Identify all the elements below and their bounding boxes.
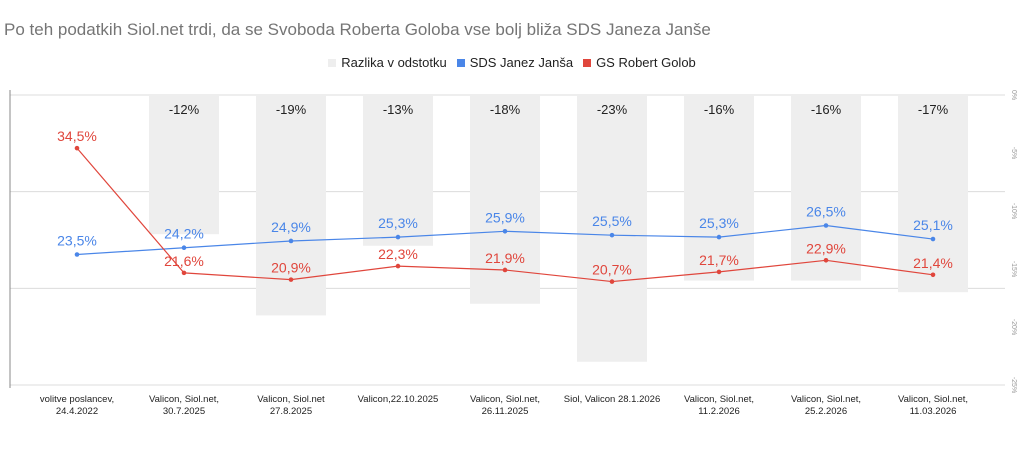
point-data-label: 25,3%: [699, 215, 739, 231]
x-axis-tick-label: 24.4.2022: [56, 406, 98, 417]
x-axis-tick-label: Valicon,22.10.2025: [358, 394, 439, 405]
right-axis-tick-label: -5%: [1010, 147, 1017, 159]
bar: [898, 95, 968, 293]
x-axis-tick-label: Valicon, Siol.net,: [898, 394, 968, 405]
bar-data-label: -17%: [918, 102, 949, 117]
x-axis-tick-label: 27.8.2025: [270, 406, 312, 417]
data-point: [823, 223, 829, 228]
bar-data-label: -12%: [169, 102, 200, 117]
point-data-label: 23,5%: [57, 233, 97, 249]
legend-item: GS Robert Golob: [583, 55, 696, 70]
right-axis-tick-label: -25%: [1010, 377, 1017, 393]
data-point: [181, 270, 187, 276]
legend-swatch: [583, 58, 592, 67]
point-data-label: 24,9%: [271, 219, 311, 235]
bar: [791, 95, 861, 281]
right-axis-tick-label: -10%: [1010, 203, 1017, 219]
data-point: [288, 238, 294, 244]
x-axis-tick-label: Valicon, Siol.net,: [791, 394, 861, 405]
data-point: [502, 267, 508, 273]
x-axis-tick-label: Valicon, Siol.net,: [470, 394, 540, 405]
point-data-label: 22,9%: [806, 240, 846, 256]
legend-item: SDS Janez Janša: [456, 55, 574, 70]
data-point: [930, 236, 936, 242]
legend-item: Razlika v odstotku: [328, 55, 447, 70]
point-data-label: 34,5%: [57, 128, 97, 144]
right-axis-tick-label: -15%: [1010, 261, 1017, 277]
point-data-label: 25,5%: [592, 213, 632, 229]
bar-data-label: -23%: [597, 102, 628, 117]
data-point: [288, 277, 294, 282]
legend-swatch: [456, 58, 465, 67]
point-data-label: 21,9%: [485, 250, 525, 266]
x-axis-tick-label: Valicon, Siol.net,: [149, 394, 219, 405]
data-point: [181, 245, 187, 251]
bar: [363, 95, 433, 246]
bar: [256, 95, 326, 316]
point-data-label: 22,3%: [378, 246, 418, 262]
point-data-label: 21,6%: [164, 253, 204, 269]
legend-label: SDS Janez Janša: [469, 55, 574, 70]
point-data-label: 20,7%: [592, 262, 632, 278]
bar-data-label: -18%: [490, 102, 521, 117]
point-data-label: 25,1%: [913, 217, 953, 233]
data-point: [930, 272, 936, 278]
x-axis-tick-label: Siol, Valicon 28.1.2026: [564, 394, 660, 405]
point-data-label: 21,4%: [913, 255, 953, 271]
x-axis-tick-label: Valicon, Siol.net: [257, 394, 325, 405]
point-data-label: 24,2%: [164, 226, 204, 242]
bar-data-label: -19%: [276, 102, 307, 117]
point-data-label: 21,7%: [699, 252, 739, 268]
point-data-label: 20,9%: [271, 260, 311, 276]
right-axis-tick-label: -20%: [1010, 319, 1017, 335]
bar-data-label: -13%: [383, 102, 414, 117]
data-point: [716, 234, 722, 240]
data-point: [609, 279, 615, 284]
legend-swatch: [328, 58, 337, 67]
x-axis-tick-label: 30.7.2025: [163, 406, 205, 417]
data-point: [74, 252, 80, 257]
legend-label: Razlika v odstotku: [341, 55, 447, 70]
right-axis-tick-label: 0%: [1010, 90, 1017, 100]
point-data-label: 25,3%: [378, 215, 418, 231]
data-point: [823, 258, 829, 263]
x-axis-tick-label: 26.11.2025: [482, 406, 529, 417]
bar: [684, 95, 754, 281]
point-data-label: 26,5%: [806, 204, 846, 220]
chart-title: Po teh podatkih Siol.net trdi, da se Svo…: [4, 20, 711, 39]
legend: Razlika v odstotku SDS Janez Janša GS Robe…: [0, 55, 1024, 70]
bar: [149, 95, 219, 235]
bar-data-label: -16%: [811, 102, 842, 117]
data-point: [716, 269, 722, 275]
x-axis-tick-label: 25.2.2026: [805, 406, 847, 417]
x-axis-tick-label: 11.03.2026: [910, 406, 957, 417]
bar: [577, 95, 647, 362]
data-point: [74, 145, 80, 151]
data-point: [395, 263, 401, 269]
data-point: [395, 234, 401, 240]
point-data-label: 25,9%: [485, 209, 525, 225]
data-point: [502, 229, 508, 234]
x-axis-tick-label: volitve poslancev,: [40, 394, 114, 405]
legend-label: GS Robert Golob: [596, 55, 696, 70]
data-point: [609, 232, 615, 238]
x-axis-tick-label: Valicon, Siol.net,: [684, 394, 754, 405]
x-axis-tick-label: 11.2.2026: [698, 406, 740, 417]
bar-data-label: -16%: [704, 102, 735, 117]
